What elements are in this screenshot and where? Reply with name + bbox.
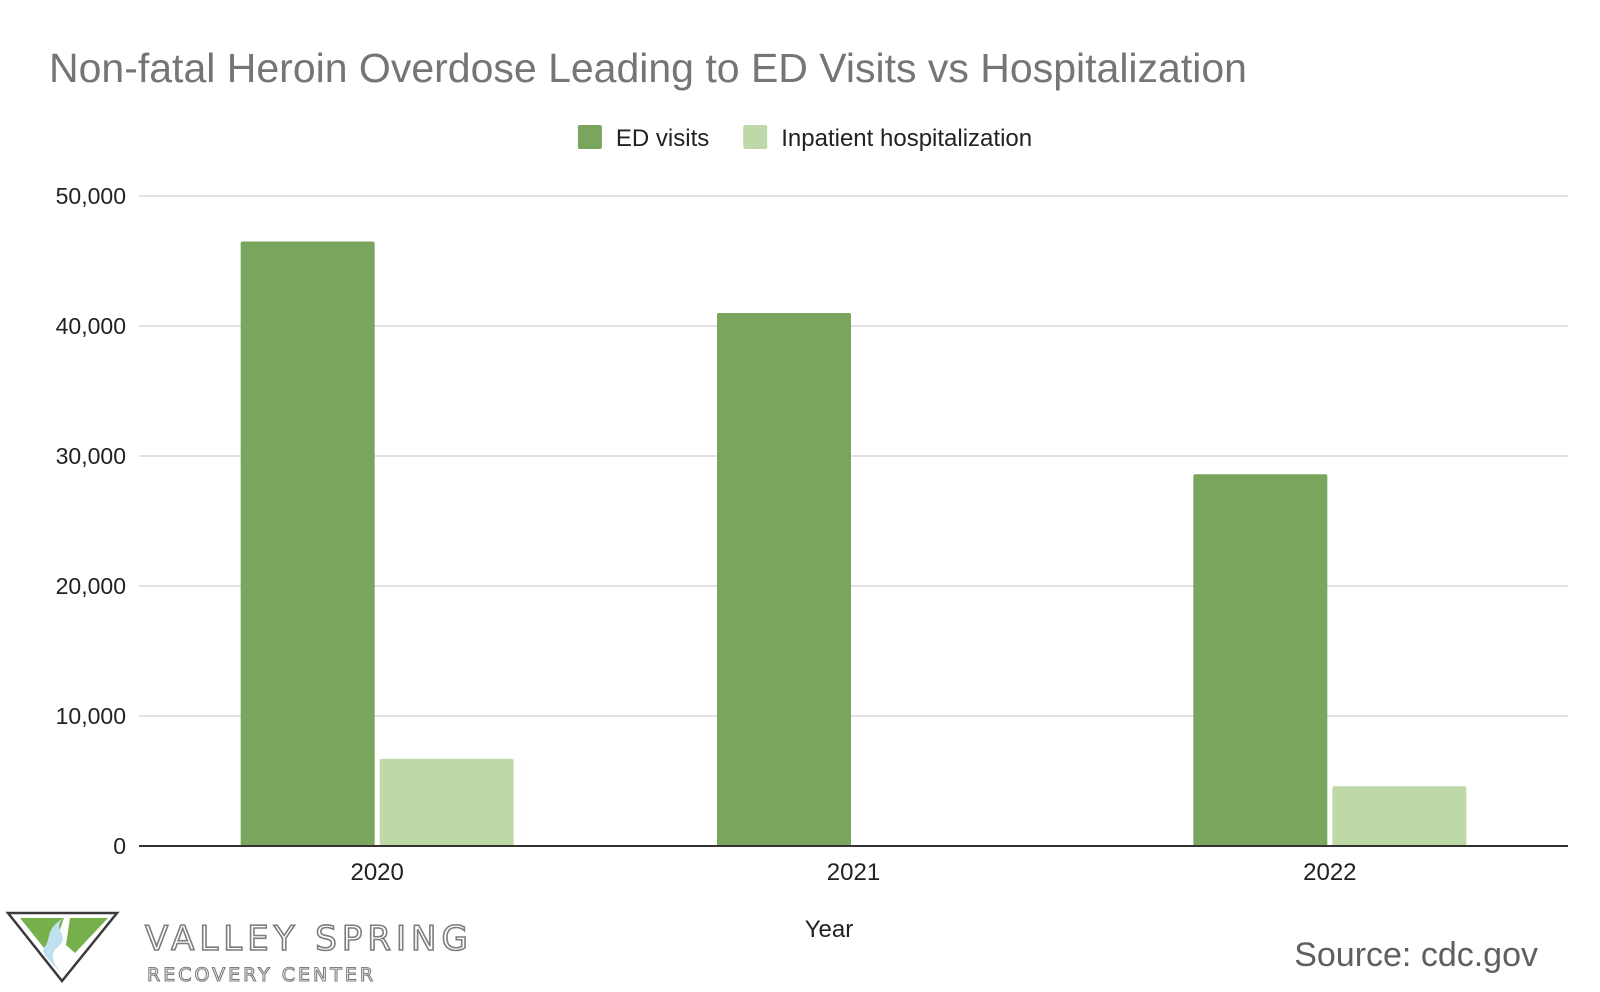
- bar-ed-visits-2020: [240, 241, 375, 846]
- bars: [240, 241, 1467, 846]
- chart: Non-fatal Heroin Overdose Leading to ED …: [49, 45, 1568, 886]
- y-tick-label: 10,000: [56, 703, 126, 729]
- logo: [0, 905, 520, 987]
- bar-inpatient-hospitalization-2022: [1332, 786, 1467, 846]
- legend-label: Inpatient hospitalization: [781, 125, 1032, 152]
- y-tick-label: 20,000: [56, 573, 126, 599]
- legend: ED visits Inpatient hospitalization: [577, 125, 1032, 152]
- source-text: Source: cdc.gov: [1294, 936, 1538, 974]
- x-tick-label: 2022: [1303, 859, 1356, 886]
- gridlines: [139, 195, 1568, 717]
- y-tick-label: 30,000: [56, 443, 126, 469]
- bar-inpatient-hospitalization-2020: [379, 758, 514, 846]
- y-tick-label: 50,000: [56, 183, 126, 209]
- legend-label: ED visits: [616, 125, 709, 152]
- y-tick-label: 40,000: [56, 313, 126, 339]
- chart-title: Non-fatal Heroin Overdose Leading to ED …: [49, 45, 1247, 91]
- x-axis-label: Year: [804, 916, 854, 943]
- legend-swatch: [577, 125, 602, 149]
- brand-subtitle: RECOVERY CENTER: [146, 964, 377, 986]
- x-axis-ticks: 2020 2021 2022: [350, 859, 1356, 886]
- legend-swatch: [743, 125, 768, 149]
- x-tick-label: 2021: [827, 859, 880, 886]
- bar-ed-visits-2021: [717, 313, 851, 846]
- valley-spring-logo-icon: [5, 911, 120, 983]
- bar-ed-visits-2022: [1193, 474, 1328, 846]
- x-tick-label: 2020: [350, 859, 403, 886]
- brand-name: VALLEY SPRING: [144, 919, 473, 959]
- y-axis-ticks: 0 10,000 20,000 30,000 40,000 50,000: [56, 183, 126, 859]
- y-tick-label: 0: [113, 833, 126, 859]
